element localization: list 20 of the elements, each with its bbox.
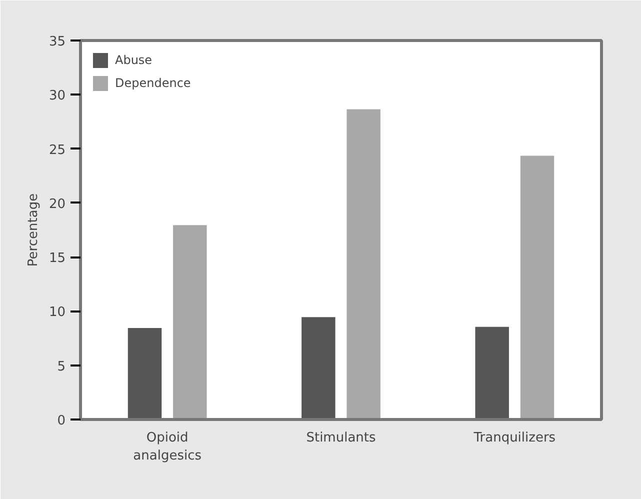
y-tick-label: 25 (48, 142, 66, 158)
y-tick-label: 35 (48, 34, 66, 50)
bar (474, 326, 510, 420)
y-tick-label: 0 (57, 414, 66, 428)
x-tick-label: Stimulants (306, 430, 376, 446)
x-tick-label: Opioid analgesics (133, 430, 202, 464)
y-tick-label: 30 (48, 88, 66, 104)
bar (519, 154, 556, 420)
y-tick-label: 20 (48, 196, 66, 212)
bar (346, 108, 382, 420)
bar (126, 326, 163, 420)
y-axis-title: Percentage (26, 193, 41, 267)
x-tick-label: Tranquilizers (472, 430, 556, 446)
y-tick-label: 10 (48, 305, 66, 320)
bar (300, 316, 336, 420)
bar (172, 224, 208, 420)
legend-label: Abuse (115, 53, 152, 67)
y-tick-label: 5 (57, 359, 66, 374)
y-tick-label: 15 (48, 251, 66, 266)
legend-label: Dependence (115, 76, 191, 90)
